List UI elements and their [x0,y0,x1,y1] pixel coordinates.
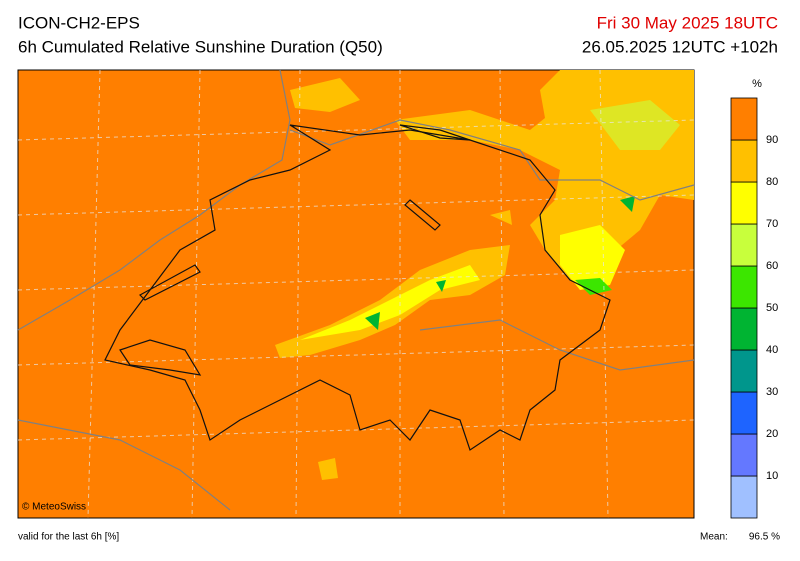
footer-note: valid for the last 6h [%] [18,532,119,543]
colorbar-box [730,265,758,309]
mean-value: 96.5 % [749,532,780,543]
sunshine-field [275,70,694,480]
colorbar-tick-label: 60 [766,260,778,272]
colorbar-box [730,433,758,477]
mean-label: Mean: [700,532,728,543]
copyright: © MeteoSwiss [22,502,86,513]
colorbar-tick-label: 10 [766,470,778,482]
colorbar-tick-label: 80 [766,176,778,188]
colorbar-box [730,139,758,183]
colorbar-box [730,307,758,351]
colorbar-box [730,349,758,393]
model-title: ICON-CH2-EPS [18,13,140,32]
colorbar-tick-label: 40 [766,344,778,356]
colorbar-tick-label: 30 [766,386,778,398]
colorbar-box [730,181,758,225]
run-time: 26.05.2025 12UTC +102h [582,37,778,56]
colorbar-tick-label: 90 [766,134,778,146]
colorbar-box [730,391,758,435]
colorbar-box [730,475,758,519]
colorbar-unit: % [752,78,762,90]
colorbar-box [730,223,758,267]
valid-time: Fri 30 May 2025 18UTC [597,13,778,32]
colorbar-tick-label: 20 [766,428,778,440]
grid [17,69,695,519]
map: © MeteoSwiss [17,69,695,519]
product-title: 6h Cumulated Relative Sunshine Duration … [18,37,383,56]
colorbar-tick-label: 50 [766,302,778,314]
colorbar-tick-label: 70 [766,218,778,230]
borders [17,69,695,511]
colorbar-box [730,97,758,141]
colorbar: % 10 20 30 40 50 60 70 80 90 [730,78,778,519]
